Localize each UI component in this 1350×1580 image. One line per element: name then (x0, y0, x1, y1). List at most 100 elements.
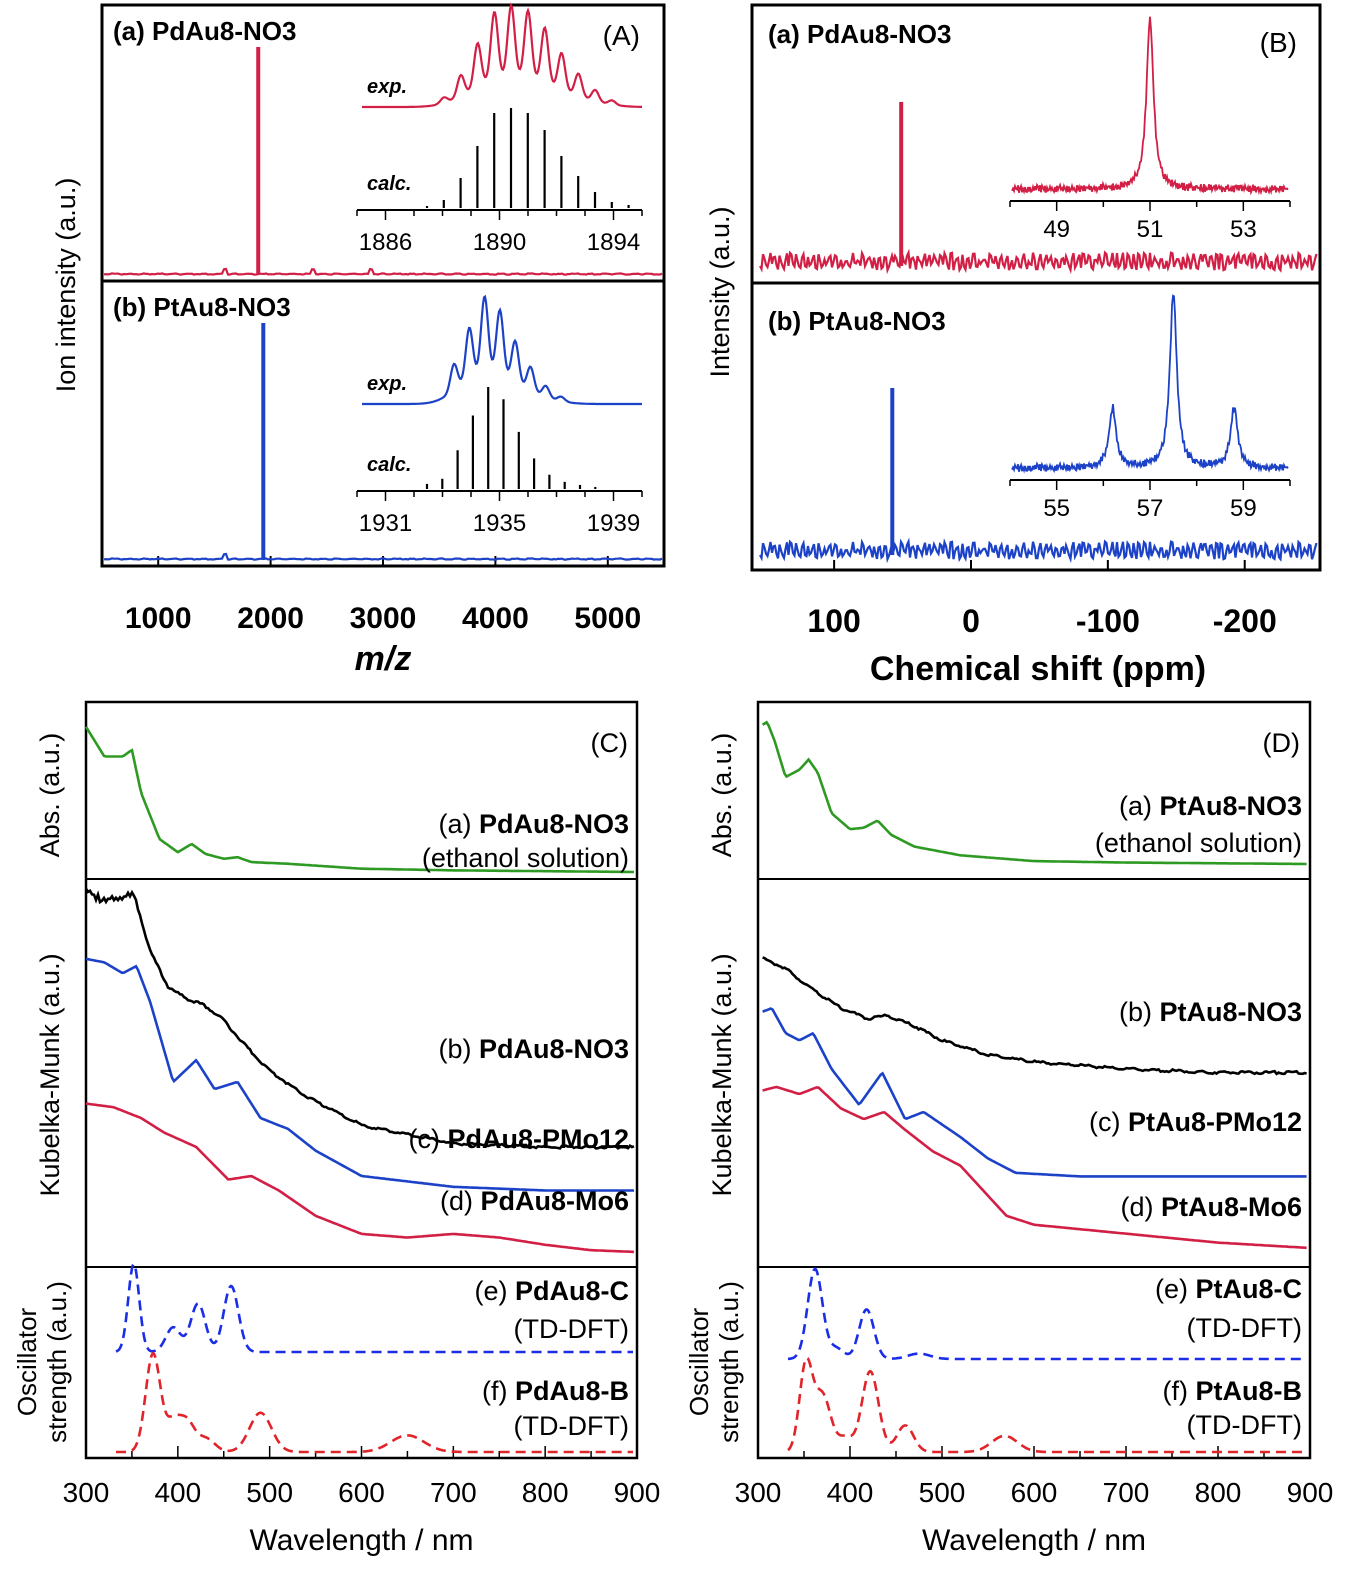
panel-uv-km-y-label: Kubelka-Munk (a.u.) (35, 953, 65, 1196)
panel-uv-abs-y-label: Abs. (a.u.) (35, 733, 65, 858)
series-label-a: (a) PdAu8-NO3 (438, 809, 629, 839)
panel-uv-osc-y-label: Oscillator (684, 1307, 714, 1416)
series-label-name: PdAu8-NO3 (479, 1034, 629, 1064)
inset-x-tick-label: 59 (1230, 495, 1257, 522)
inset-calc-label: calc. (367, 454, 411, 476)
panel-a-y-label: Ion intensity (a.u.) (51, 178, 81, 393)
series-label-prefix: (b) (438, 1034, 479, 1064)
spectrum-f (116, 1351, 633, 1454)
inset-x-tick-label: 1894 (587, 229, 640, 256)
panel-uv-letter: (D) (1263, 728, 1300, 758)
spectrum-e (115, 1262, 633, 1354)
series-sublabel-e: (TD-DFT) (1187, 1313, 1302, 1343)
panel-uv-x-tick-label: 300 (63, 1477, 110, 1508)
spectrum-b (762, 956, 1308, 1076)
panel-uv-x-tick-label: 800 (1195, 1477, 1242, 1508)
panel-uv-x-tick-label: 400 (827, 1477, 874, 1508)
inset-exp-label: exp. (367, 76, 407, 98)
panel-a-x-tick-label: 2000 (237, 602, 304, 635)
series-sublabel-a: (ethanol solution) (1095, 828, 1302, 858)
panel-b-spectrum-baseline (759, 537, 1318, 564)
inset-exp-curve (362, 2, 642, 109)
panel-b-frame (750, 3, 1322, 572)
panel-uv-x-tick-label: 500 (919, 1477, 966, 1508)
panel-uv-x-tick-label: 600 (338, 1477, 385, 1508)
panel-a-x-label: m/z (355, 640, 412, 678)
inset-nmr-curve (1011, 294, 1289, 474)
inset-x-tick-label: 55 (1043, 495, 1070, 522)
series-label-name: PdAu8-PMo12 (447, 1124, 629, 1154)
spectrum-c (85, 957, 634, 1192)
series-label-prefix: (f) (1163, 1376, 1196, 1406)
series-label-prefix: (e) (475, 1276, 516, 1306)
spectrum-f (787, 1356, 1306, 1454)
spectrum-d (85, 1102, 635, 1254)
series-label-e: (e) PtAu8-C (1155, 1274, 1302, 1304)
series-label-name: PdAu8-C (515, 1276, 629, 1306)
series-label-name: PdAu8-NO3 (479, 809, 629, 839)
panel-uv-km-y-label: Kubelka-Munk (a.u.) (707, 953, 737, 1196)
series-label-f: (f) PdAu8-B (482, 1376, 629, 1406)
panel-uv-x-tick-label: 400 (154, 1477, 201, 1508)
series-label-prefix: (e) (1155, 1274, 1196, 1304)
panel-b-sample-label: (a) PdAu8-NO3 (768, 19, 951, 49)
panel-uv-x-label: Wavelength / nm (922, 1524, 1146, 1557)
spectrum-d (762, 1085, 1307, 1250)
inset-nmr-curve (1011, 16, 1289, 196)
panel-a-spectrum-line (103, 552, 663, 561)
series-label-c: (c) PdAu8-PMo12 (408, 1124, 629, 1154)
panel-a-x-tick-label: 5000 (574, 602, 641, 635)
inset-x-tick-label: 57 (1137, 495, 1164, 522)
inset-x-tick-label: 1939 (587, 510, 640, 537)
inset-x-tick-label: 1890 (473, 229, 526, 256)
panel-uv-osc-y-label: strength (a.u.) (714, 1281, 744, 1443)
series-label-name: PtAu8-PMo12 (1128, 1107, 1302, 1137)
panel-b-x-tick-label: 0 (962, 603, 980, 639)
spectrum-a (761, 720, 1307, 866)
spectrum-e (787, 1267, 1306, 1361)
series-label-e: (e) PdAu8-C (475, 1276, 630, 1306)
inset-x-tick-label: 1886 (359, 229, 412, 256)
series-label-f: (f) PtAu8-B (1163, 1376, 1303, 1406)
spectrum-c (762, 1007, 1307, 1178)
spectrum-a (84, 726, 634, 874)
series-label-name: PtAu8-NO3 (1159, 791, 1302, 821)
inset-x-tick-label: 53 (1230, 216, 1257, 243)
series-label-name: PtAu8-NO3 (1159, 997, 1302, 1027)
series-label-c: (c) PtAu8-PMo12 (1089, 1107, 1302, 1137)
series-sublabel-a: (ethanol solution) (422, 843, 629, 873)
series-label-name: PtAu8-Mo6 (1161, 1192, 1302, 1222)
panel-b-x-tick-label: 100 (807, 603, 860, 639)
series-label-d: (d) PdAu8-Mo6 (440, 1186, 629, 1216)
panel-b-x-label: Chemical shift (ppm) (870, 650, 1206, 688)
panel-a-x-tick-label: 3000 (350, 602, 417, 635)
series-label-b: (b) PtAu8-NO3 (1119, 997, 1302, 1027)
panel-b-letter: (B) (1260, 27, 1297, 58)
inset-x-tick-label: 49 (1043, 216, 1070, 243)
panel-uv-x-tick-label: 800 (522, 1477, 569, 1508)
inset-exp-label: exp. (367, 373, 407, 395)
panel-a-sample-label: (a) PdAu8-NO3 (113, 16, 296, 46)
series-label-name: PtAu8-C (1196, 1274, 1303, 1304)
series-label-prefix: (c) (408, 1124, 447, 1154)
panel-uv-x-tick-label: 900 (614, 1477, 661, 1508)
series-label-prefix: (b) (1119, 997, 1160, 1027)
panel-a-x-tick-label: 4000 (462, 602, 529, 635)
panel-uv-x-tick-label: 700 (1103, 1477, 1150, 1508)
panel-b-spectrum-baseline (759, 248, 1318, 275)
panel-b-sample-label: (b) PtAu8-NO3 (768, 306, 946, 336)
series-label-prefix: (c) (1089, 1107, 1128, 1137)
series-label-name: PdAu8-B (515, 1376, 629, 1406)
panel-uv-letter: (C) (591, 728, 628, 758)
panel-uv-x-tick-label: 700 (430, 1477, 477, 1508)
series-label-prefix: (a) (438, 809, 479, 839)
series-label-name: PtAu8-B (1196, 1376, 1303, 1406)
series-sublabel-e: (TD-DFT) (514, 1314, 629, 1344)
series-label-prefix: (a) (1119, 791, 1160, 821)
series-label-prefix: (f) (482, 1376, 515, 1406)
panel-a-x-tick-label: 1000 (125, 602, 192, 635)
series-label-prefix: (d) (1121, 1192, 1162, 1222)
panel-b-x-tick-label: -200 (1213, 603, 1277, 639)
panel-uv-x-tick-label: 500 (246, 1477, 293, 1508)
